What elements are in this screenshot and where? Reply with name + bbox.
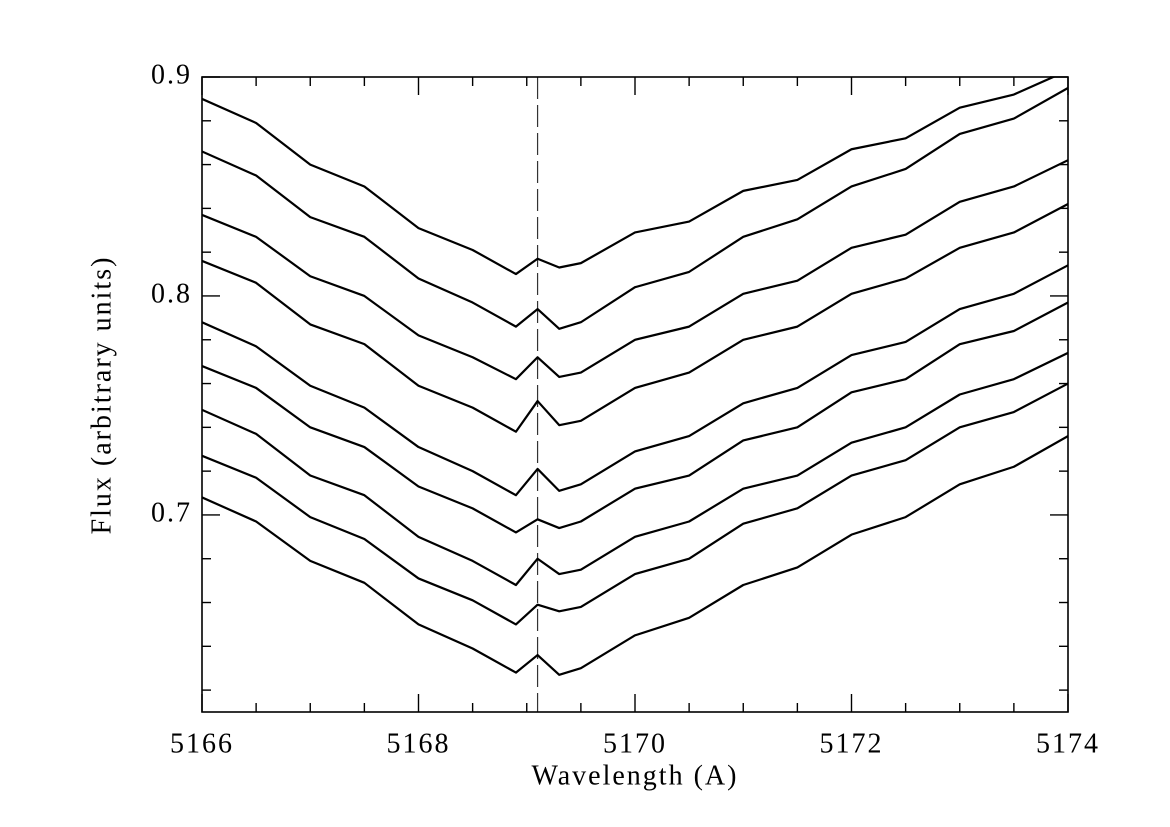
spectrum-line <box>202 159 1068 381</box>
spectrum-line <box>202 264 1068 497</box>
x-tick-label: 5172 <box>820 728 884 759</box>
spectrum-line <box>202 435 1068 676</box>
spectrum-line <box>202 382 1068 626</box>
x-tick-label: 5166 <box>170 728 234 759</box>
y-tick-label: 0.7 <box>151 497 192 528</box>
spectrum-line <box>202 351 1068 587</box>
y-tick-label: 0.9 <box>151 59 192 90</box>
x-tick-label: 5170 <box>603 728 667 759</box>
spectrum-line <box>202 301 1068 534</box>
x-tick-label: 5168 <box>387 728 451 759</box>
spectrum-line <box>202 77 1056 276</box>
y-tick-label: 0.8 <box>151 278 192 309</box>
spectrum-line <box>202 203 1068 433</box>
x-tick-label: 5174 <box>1036 728 1100 759</box>
spectrum-line <box>202 86 1068 330</box>
x-axis-label: Wavelength (A) <box>532 760 739 791</box>
y-axis-label: Flux (arbitrary units) <box>86 256 117 535</box>
plot-area <box>202 77 1068 712</box>
